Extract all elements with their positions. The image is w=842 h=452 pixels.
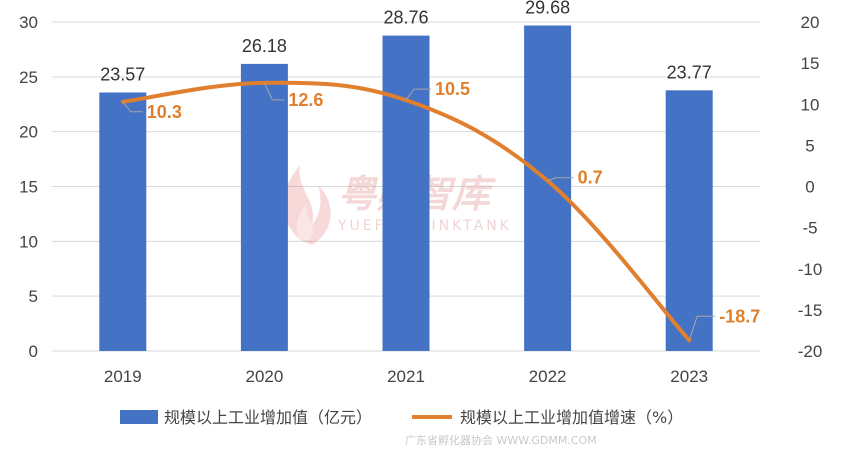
- line-data-label: 10.3: [147, 102, 182, 122]
- y-right-tick-label: 20: [801, 13, 820, 32]
- bar-data-label: 23.77: [667, 62, 712, 82]
- bar: [382, 35, 430, 352]
- x-tick-label: 2022: [529, 367, 567, 386]
- y-left-tick-label: 20: [19, 123, 38, 142]
- line-label-leader: [122, 101, 143, 113]
- x-tick-label: 2021: [387, 367, 425, 386]
- y-right-tick-label: 5: [805, 136, 814, 155]
- bar: [524, 25, 572, 351]
- line-data-label: 10.5: [435, 79, 470, 99]
- data-labels: 23.57 26.18 28.76 29.68 23.77 10.3 12.6 10.5 0.7…: [100, 0, 760, 341]
- bar-data-label: 26.18: [242, 36, 287, 56]
- y-right-tick-label: 10: [801, 95, 820, 114]
- watermark-footer: 广东省孵化器协会 WWW.GDMM.COM: [405, 433, 597, 447]
- line-data-label: -18.7: [719, 306, 760, 326]
- y-left-tick-label: 15: [19, 178, 38, 197]
- bar: [99, 92, 147, 352]
- y-right-tick-label: 15: [801, 54, 820, 73]
- bar-data-label: 28.76: [383, 8, 428, 28]
- y-left-tick-label: 5: [29, 287, 38, 306]
- line-series-path: [120, 80, 692, 343]
- y-right-tick-label: -10: [798, 260, 823, 279]
- y-right-tick-label: 0: [805, 178, 814, 197]
- bar-data-label: 29.68: [525, 0, 570, 18]
- x-tick-label: 2019: [104, 367, 142, 386]
- legend: 规模以上工业增加值（亿元） 规模以上工业增加值增速（%）: [120, 408, 683, 427]
- axes: 0 5 10 15 20 25 30 -20 -15 -10 -5 0 5 10 15 20 2019 2020 2…: [19, 13, 822, 386]
- line-series: [120, 80, 692, 343]
- line-label-leader: [263, 82, 285, 101]
- legend-bar-label: 规模以上工业增加值（亿元）: [164, 408, 372, 427]
- line-data-label: 0.7: [578, 168, 603, 188]
- y-right-tick-label: -15: [798, 301, 823, 320]
- bar: [665, 90, 713, 352]
- line-label-leader: [547, 177, 574, 182]
- y-left-tick-label: 30: [19, 13, 38, 32]
- x-tick-label: 2020: [245, 367, 283, 386]
- y-right-tick-label: -5: [802, 219, 817, 238]
- y-left-tick-label: 10: [19, 232, 38, 251]
- x-tick-label: 2023: [670, 367, 708, 386]
- watermark-logo-icon: [282, 165, 331, 245]
- line-label-leader: [405, 88, 431, 101]
- y-left-tick-label: 0: [29, 342, 38, 361]
- line-data-label: 12.6: [288, 90, 323, 110]
- legend-line-label: 规模以上工业增加值增速（%）: [460, 408, 683, 427]
- bar: [240, 63, 288, 351]
- line-label-leader: [688, 315, 716, 341]
- y-right-tick-label: -20: [798, 342, 823, 361]
- bar-data-label: 23.57: [100, 65, 145, 85]
- legend-bar-swatch: [120, 410, 158, 424]
- bar-series: [99, 25, 713, 352]
- y-left-tick-label: 25: [19, 68, 38, 87]
